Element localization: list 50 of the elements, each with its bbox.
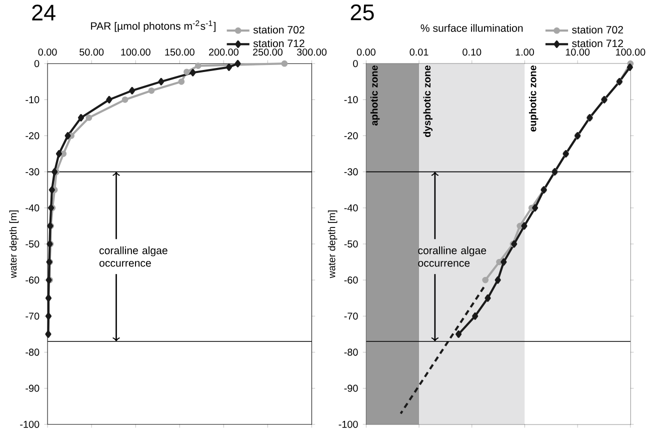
y-tick-label: -30 xyxy=(26,168,40,176)
x-tick-label: 100.00 xyxy=(616,48,646,56)
y-tick-label: -20 xyxy=(344,132,358,140)
y-tick-label: -10 xyxy=(344,96,358,104)
x-tick-label: 10.00 xyxy=(566,48,590,56)
chart-title: 25 xyxy=(350,4,374,20)
x-tick-label: 1.00 xyxy=(516,48,534,56)
x-tick-label: 0.01 xyxy=(410,48,428,56)
y-tick-label: -20 xyxy=(26,132,40,140)
y-tick-label: -60 xyxy=(344,276,358,284)
x-tick-label: 0.00 xyxy=(356,48,376,56)
x-tick-label: 300.00 xyxy=(296,48,327,56)
annotation: coralline algae occurrence xyxy=(99,246,168,267)
y-tick-label: -50 xyxy=(26,240,40,248)
x-tick-label: 0.10 xyxy=(462,48,482,56)
band-label: euphotic zone xyxy=(528,65,538,132)
y-tick-label: -70 xyxy=(26,312,40,320)
y-tick-label: -40 xyxy=(26,204,40,212)
band-label: aphotic zone xyxy=(370,65,380,126)
y-tick-label: -100 xyxy=(338,420,358,428)
x-tick-label: 200.00 xyxy=(209,48,238,56)
legend-label: station 702 xyxy=(253,26,304,34)
y-tick-label: -100 xyxy=(20,420,40,428)
x-tick-label: 250.00 xyxy=(253,48,282,56)
y-tick-label: -90 xyxy=(344,384,358,392)
y-axis-title: water depth [m] xyxy=(9,210,19,278)
y-tick-label: -70 xyxy=(344,312,358,320)
y-tick-label: -80 xyxy=(26,348,40,356)
y-tick-label: -30 xyxy=(344,168,358,176)
legend-label: station 702 xyxy=(572,26,623,34)
y-tick-label: -10 xyxy=(26,96,40,104)
y-tick-label: -80 xyxy=(344,348,358,356)
y-tick-label: -90 xyxy=(26,384,40,392)
y-tick-label: 0 xyxy=(353,60,358,67)
band-label: dysphotic zone xyxy=(423,65,433,137)
y-tick-label: -50 xyxy=(344,240,358,248)
y-tick-label: 0 xyxy=(34,60,40,67)
x-axis-title: % surface illumination xyxy=(420,24,523,32)
y-tick-label: -60 xyxy=(26,276,40,284)
x-axis-title: PAR [µmol photons m$^{-2}$s$^{-1}$] xyxy=(91,20,216,32)
y-tick-label: -40 xyxy=(344,204,358,212)
y-axis-title: water depth [m] xyxy=(328,210,338,278)
x-tick-label: 100.00 xyxy=(121,48,150,56)
legend-label: station 712 xyxy=(572,39,623,48)
annotation: coralline algae occurrence xyxy=(418,246,486,267)
chart-title: 24 xyxy=(32,4,56,20)
x-tick-label: 0.00 xyxy=(38,48,57,56)
x-tick-label: 50.00 xyxy=(80,48,104,56)
x-tick-label: 150.00 xyxy=(165,48,194,56)
legend-label: station 712 xyxy=(253,39,304,48)
